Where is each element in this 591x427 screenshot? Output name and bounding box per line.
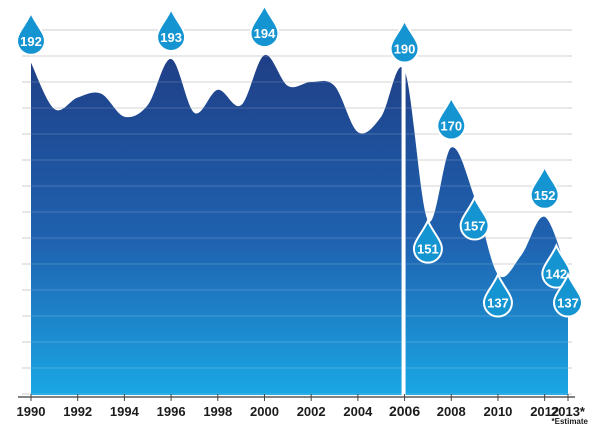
drop-shape bbox=[156, 6, 187, 52]
x-tick-label: 1996 bbox=[157, 404, 186, 419]
x-tick-label: 2006 bbox=[389, 403, 420, 419]
x-tick-label: 1990 bbox=[17, 404, 46, 419]
drop-shape bbox=[436, 94, 467, 141]
drop-value-label: 137 bbox=[487, 296, 509, 311]
value-drop: 142 bbox=[541, 242, 572, 289]
value-drop: 170 bbox=[436, 94, 467, 141]
drop-value-label: 152 bbox=[534, 188, 556, 203]
drop-value-label: 157 bbox=[464, 219, 486, 234]
drop-value-label: 137 bbox=[557, 296, 579, 311]
value-drop: 152 bbox=[529, 164, 560, 210]
x-tick-label: 2008 bbox=[437, 404, 466, 419]
value-drop: 190 bbox=[389, 17, 420, 64]
x-tick-label: 2013* bbox=[551, 404, 586, 419]
value-drop: 193 bbox=[156, 6, 187, 52]
drop-value-label: 193 bbox=[160, 30, 182, 45]
value-drop: 192 bbox=[15, 10, 47, 56]
area-series bbox=[31, 54, 568, 395]
drop-shape bbox=[412, 217, 443, 264]
x-tick-label: 1994 bbox=[110, 404, 140, 419]
drop-shape bbox=[389, 17, 420, 64]
x-tick-label: 1998 bbox=[203, 404, 232, 419]
drop-shape bbox=[249, 2, 280, 49]
drop-shape bbox=[552, 271, 584, 318]
x-tick-label: 1992 bbox=[63, 404, 92, 419]
x-tick-label: 2000 bbox=[250, 404, 279, 419]
value-drops: 192 193 194 190 151 170 157 137 152 142 137 bbox=[15, 2, 584, 318]
drop-shape bbox=[529, 164, 560, 210]
x-tick-label: 2002 bbox=[297, 404, 326, 419]
drop-value-label: 142 bbox=[545, 267, 567, 282]
x-tick-label: 2010 bbox=[483, 404, 512, 419]
drop-value-label: 194 bbox=[254, 26, 276, 41]
drop-value-label: 190 bbox=[394, 42, 416, 57]
value-drop: 137 bbox=[552, 271, 584, 318]
area-fill bbox=[31, 54, 568, 395]
x-axis: 1990 1992 1994 1996 1998 2000 2002 2004 2006 2008… bbox=[17, 394, 586, 419]
drop-shape bbox=[482, 271, 513, 318]
drop-shape bbox=[459, 194, 490, 241]
value-drop: 194 bbox=[249, 2, 280, 49]
drop-shape bbox=[15, 10, 47, 56]
drop-value-label: 170 bbox=[440, 119, 462, 134]
drop-shape bbox=[541, 242, 572, 289]
drop-value-label: 151 bbox=[417, 242, 439, 257]
footnote: *Estimate bbox=[552, 417, 589, 426]
x-tick-label: 2012 bbox=[530, 404, 559, 419]
value-drop: 151 bbox=[412, 217, 443, 264]
value-drop: 157 bbox=[459, 194, 490, 241]
overlay-grid-lines bbox=[31, 55, 568, 395]
value-drop: 137 bbox=[482, 271, 513, 318]
x-tick-label: 2004 bbox=[343, 404, 373, 419]
drop-value-label: 192 bbox=[20, 34, 42, 49]
